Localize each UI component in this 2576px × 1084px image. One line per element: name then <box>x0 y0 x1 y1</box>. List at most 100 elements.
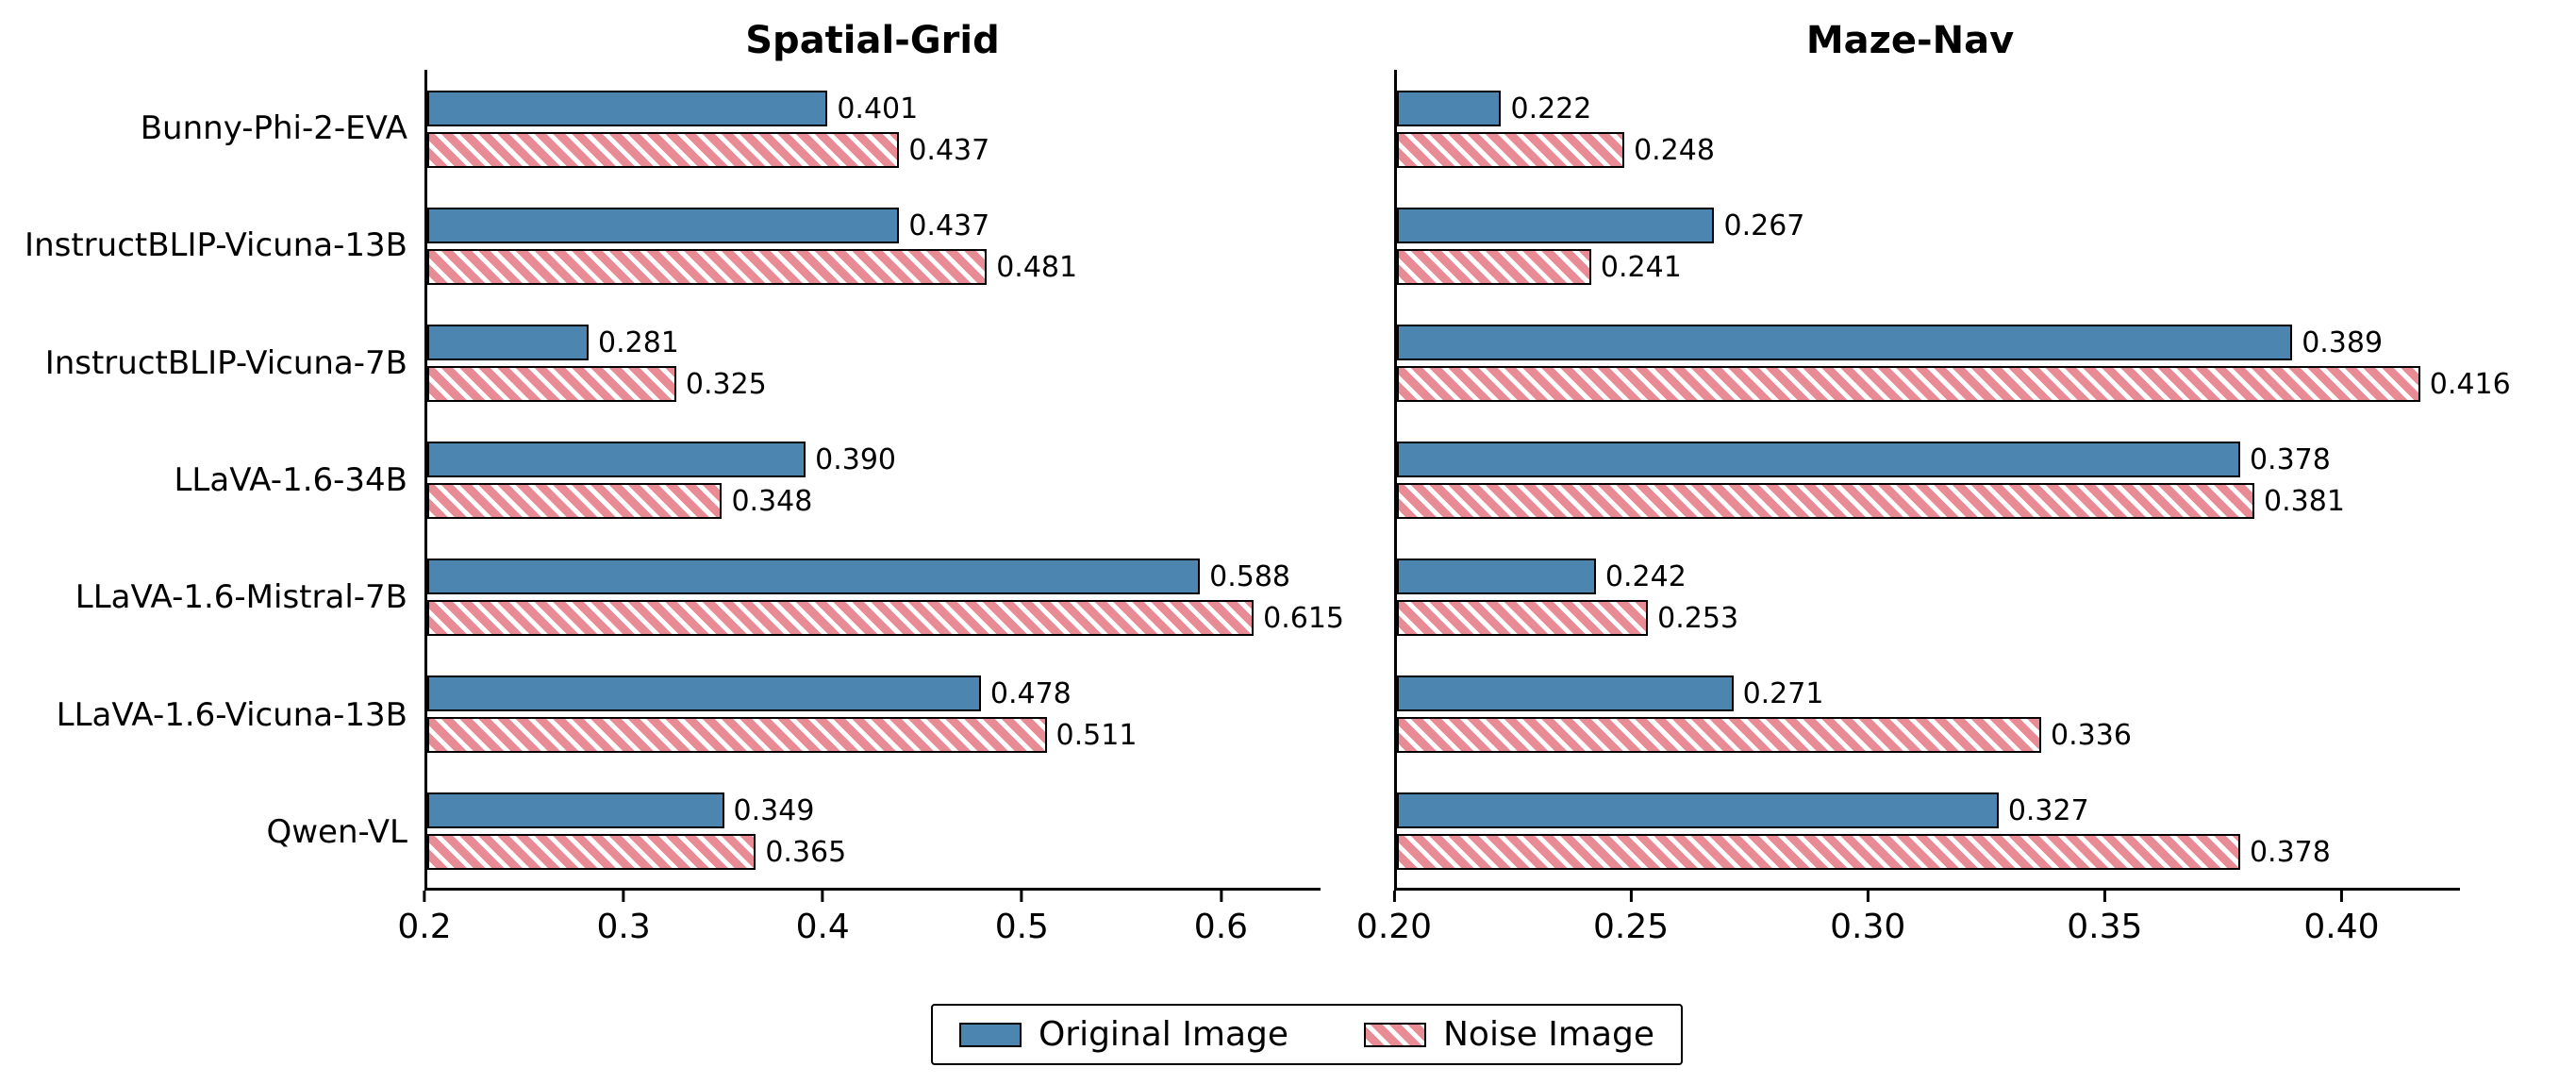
bar-value-label: 0.242 <box>1605 560 1687 593</box>
bar-fill <box>427 325 589 360</box>
y-label: InstructBLIP-Vicuna-13B <box>19 187 407 304</box>
panels-row: Spatial-Grid Bunny-Phi-2-EVAInstructBLIP-… <box>19 19 2576 947</box>
x-tick: 0.35 <box>2067 891 2142 946</box>
chart-row: Bunny-Phi-2-EVAInstructBLIP-Vicuna-13BIn… <box>19 70 1321 947</box>
x-tick: 0.5 <box>995 891 1049 946</box>
tick-mark <box>822 891 824 902</box>
bar-noise: 0.378 <box>1397 834 2331 870</box>
bar-fill <box>427 717 1047 753</box>
bar-value-label: 0.222 <box>1510 92 1591 125</box>
bar-original: 0.401 <box>427 91 918 126</box>
hatch-overlay <box>429 368 674 400</box>
bar-value-label: 0.615 <box>1263 602 1344 635</box>
figure: Spatial-Grid Bunny-Phi-2-EVAInstructBLIP-… <box>19 19 2576 1065</box>
x-tick-label: 0.6 <box>1194 908 1248 946</box>
bar-value-label: 0.378 <box>2250 836 2331 869</box>
bar-fill <box>427 132 899 168</box>
bar-noise: 0.348 <box>427 483 812 519</box>
bar-value-label: 0.241 <box>1601 251 1682 284</box>
bar-value-label: 0.325 <box>686 368 767 401</box>
bar-fill <box>1397 442 2240 477</box>
bar-fill <box>427 483 722 519</box>
bar-value-label: 0.416 <box>2430 368 2511 401</box>
panel-title: Spatial-Grid <box>424 19 1321 62</box>
bar-fill <box>1397 325 2292 360</box>
plot-area: 0.4010.4370.4370.4810.2810.3250.3900.348… <box>424 70 1321 891</box>
x-tick-label: 0.40 <box>2303 908 2379 946</box>
hatch-overlay <box>429 485 720 517</box>
bar-fill <box>1397 559 1596 594</box>
hatch-overlay <box>1399 836 2238 868</box>
bar-original: 0.327 <box>1397 792 2089 828</box>
bar-value-label: 0.437 <box>908 134 989 167</box>
bar-fill <box>427 249 987 285</box>
bar-noise: 0.241 <box>1397 249 1682 285</box>
bar-fill <box>427 600 1254 636</box>
bar-value-label: 0.481 <box>996 251 1077 284</box>
hatch-overlay <box>1399 251 1589 283</box>
x-tick-label: 0.5 <box>995 908 1049 946</box>
y-label: LLaVA-1.6-Mistral-7B <box>19 539 407 656</box>
legend-swatch <box>1364 1023 1426 1047</box>
bar-value-label: 0.511 <box>1056 719 1138 752</box>
bar-fill <box>427 366 676 402</box>
chart-row: 0.2220.2480.2670.2410.3890.4160.3780.381… <box>1377 70 2460 947</box>
x-tick: 0.20 <box>1356 891 1432 946</box>
bar-original: 0.222 <box>1397 91 1591 126</box>
bar-fill <box>1397 132 1624 168</box>
bar-noise: 0.253 <box>1397 600 1738 636</box>
panel-1: Maze-Nav0.2220.2480.2670.2410.3890.4160.… <box>1377 19 2460 947</box>
tick-mark <box>1867 891 1870 902</box>
hatch-overlay <box>429 134 897 166</box>
bar-original: 0.281 <box>427 325 679 360</box>
bar-original: 0.378 <box>1397 442 2331 477</box>
bar-value-label: 0.348 <box>731 485 812 518</box>
x-tick: 0.6 <box>1194 891 1248 946</box>
bar-noise: 0.511 <box>427 717 1137 753</box>
bar-fill <box>1397 675 1734 711</box>
hatch-overlay <box>1366 1025 1424 1045</box>
x-tick-label: 0.30 <box>1830 908 1905 946</box>
bar-noise: 0.481 <box>427 249 1077 285</box>
bar-fill <box>1397 792 1999 828</box>
bar-fill <box>427 834 756 870</box>
x-tick: 0.40 <box>2303 891 2379 946</box>
bar-fill <box>1397 208 1714 243</box>
x-tick-label: 0.4 <box>796 908 850 946</box>
bar-value-label: 0.389 <box>2302 326 2383 359</box>
legend-label: Noise Image <box>1443 1015 1654 1054</box>
bar-fill <box>1397 366 2420 402</box>
x-axis-ticks: 0.20.30.40.50.6 <box>424 891 1321 947</box>
plot-area: 0.2220.2480.2670.2410.3890.4160.3780.381… <box>1394 70 2460 891</box>
y-label: LLaVA-1.6-34B <box>19 422 407 539</box>
hatch-overlay <box>1399 134 1622 166</box>
tick-mark <box>1021 891 1023 902</box>
x-tick: 0.4 <box>796 891 850 946</box>
x-tick: 0.30 <box>1830 891 1905 946</box>
bar-value-label: 0.365 <box>765 836 846 869</box>
bar-fill <box>427 792 724 828</box>
bar-value-label: 0.349 <box>734 794 815 827</box>
bar-noise: 0.336 <box>1397 717 2132 753</box>
bar-fill <box>427 91 827 126</box>
bar-fill <box>427 559 1200 594</box>
legend-item-original: Original Image <box>959 1015 1288 1054</box>
legend: Original Image Noise Image <box>931 1004 1683 1065</box>
legend-container: Original Image Noise Image <box>19 1004 2576 1065</box>
bar-fill <box>1397 717 2041 753</box>
tick-mark <box>2340 891 2343 902</box>
x-tick: 0.3 <box>596 891 650 946</box>
hatch-overlay <box>429 836 754 868</box>
bar-original: 0.267 <box>1397 208 1804 243</box>
bar-value-label: 0.327 <box>2008 794 2089 827</box>
x-axis-ticks: 0.200.250.300.350.40 <box>1394 891 2460 947</box>
panel-0: Spatial-Grid Bunny-Phi-2-EVAInstructBLIP-… <box>19 19 1321 947</box>
bar-value-label: 0.437 <box>908 209 989 242</box>
legend-item-noise: Noise Image <box>1364 1015 1654 1054</box>
bar-value-label: 0.401 <box>837 92 918 125</box>
bar-value-label: 0.478 <box>990 677 1072 710</box>
bar-fill <box>1397 91 1501 126</box>
tick-mark <box>1393 891 1396 902</box>
bar-noise: 0.615 <box>427 600 1344 636</box>
panel-title: Maze-Nav <box>1377 19 2443 62</box>
